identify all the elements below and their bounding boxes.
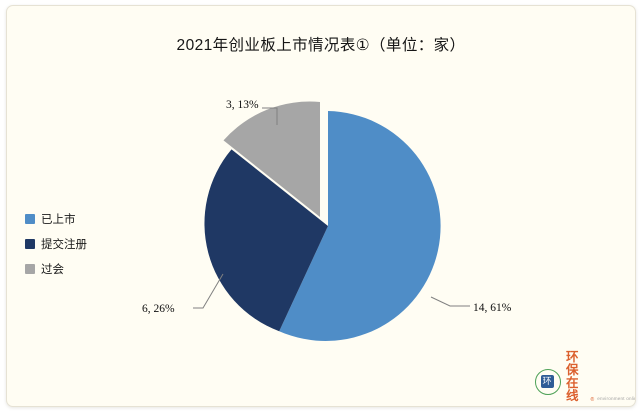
watermark-seal-icon: 环 [535, 369, 561, 396]
pie-chart-svg [193, 101, 470, 341]
legend-item-guohui[interactable]: 过会 [25, 256, 135, 281]
leader-line-tijiao [193, 273, 224, 309]
pie-slice-guohui[interactable] [223, 101, 321, 217]
legend-item-label: 已上市 [41, 213, 76, 226]
legend-item-label: 过会 [41, 263, 64, 276]
pie-chart [7, 6, 635, 406]
chart-card: 2021年创业板上市情况表①（单位：家） 14, 61% 6, 26% 3, 1… [6, 5, 636, 407]
pie-slice-yishangshi[interactable] [279, 111, 441, 341]
watermark-registered-icon: ® [590, 397, 595, 404]
legend-item-tijiaozhuce[interactable]: 提交注册 [25, 231, 135, 256]
watermark-logo: 环 环保在线 ® environment online www.hbzhan.c… [535, 350, 636, 406]
watermark-text-block: 环保在线 ® environment online www.hbzhan.com [566, 350, 636, 406]
data-label-yishangshi: 14, 61% [473, 302, 512, 314]
leader-line-yishangshi [430, 296, 470, 307]
legend-swatch-icon [25, 263, 35, 274]
data-label-guohui: 3, 13% [226, 99, 259, 111]
leader-line-guohui [262, 107, 278, 125]
watermark-seal-char: 环 [540, 374, 554, 388]
legend-swatch-icon [25, 238, 35, 249]
legend-item-label: 提交注册 [41, 238, 87, 251]
data-label-tijiao: 6, 26% [142, 303, 175, 315]
pie-slice-tijiao[interactable] [204, 149, 328, 332]
watermark-brand-name: 环保在线 [566, 350, 579, 404]
chart-legend: 已上市 提交注册 过会 [25, 206, 135, 281]
legend-swatch-icon [25, 213, 35, 224]
watermark-url: www.hbzhan.com [566, 404, 635, 406]
page-title: 2021年创业板上市情况表①（单位：家） [176, 37, 466, 54]
legend-item-yishangshi[interactable]: 已上市 [25, 206, 135, 231]
watermark-subtitle: environment online [597, 396, 636, 402]
